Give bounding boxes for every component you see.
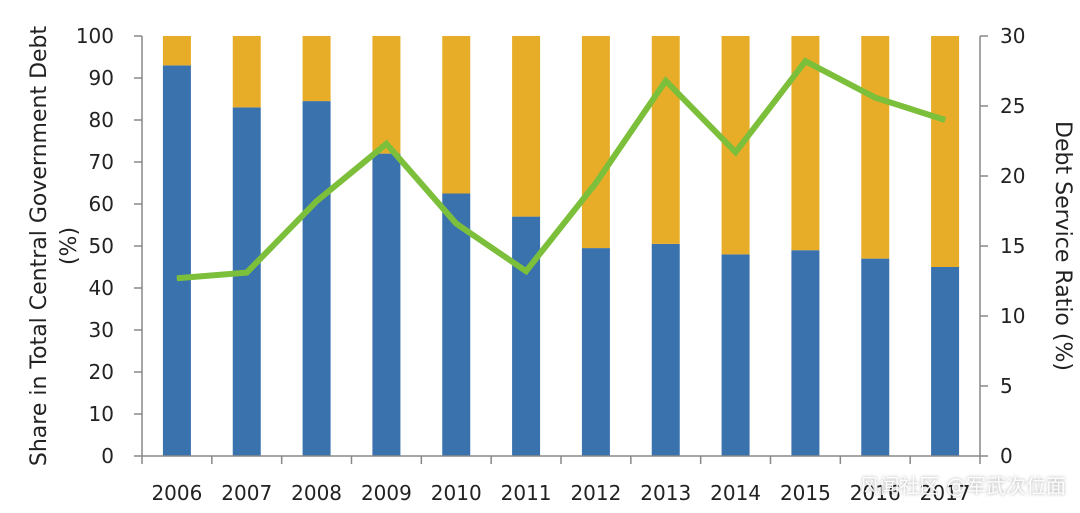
y-axis-title: Share in Total Central Government Debt (%… bbox=[27, 26, 82, 467]
y-tick-label: 40 bbox=[89, 276, 114, 300]
bar-2012-s1 bbox=[581, 36, 610, 249]
y2-tick-label: 20 bbox=[1000, 164, 1025, 188]
line-point-2008 bbox=[316, 200, 318, 202]
x-tick-label-2016: 2016 bbox=[850, 481, 901, 505]
line-point-2016 bbox=[874, 97, 876, 99]
bar-2013-s0 bbox=[651, 243, 680, 456]
x-tick-label-2013: 2013 bbox=[640, 481, 691, 505]
axes-group: 0 10 20 30 40 50 60 70 80 90 100 0 5 10 15 20 25 30 2006 20… bbox=[76, 24, 1026, 505]
x-tick-label-2012: 2012 bbox=[570, 481, 621, 505]
line-series-0 bbox=[176, 57, 946, 282]
x-tick-label-2008: 2008 bbox=[291, 481, 342, 505]
y2-tick-label: 30 bbox=[1000, 24, 1025, 48]
x-tick-label-2014: 2014 bbox=[710, 481, 761, 505]
y2-tick-label: 0 bbox=[1000, 444, 1013, 468]
y-tick-label: 90 bbox=[89, 66, 114, 90]
y2-tick-label: 25 bbox=[1000, 94, 1025, 118]
y-tick-label: 0 bbox=[101, 444, 114, 468]
y-tick-label: 100 bbox=[76, 24, 114, 48]
line-group bbox=[176, 57, 946, 282]
y-tick-label: 60 bbox=[89, 192, 114, 216]
bars-group bbox=[162, 36, 960, 457]
bar-2010-s1 bbox=[442, 36, 471, 194]
y-tick-label: 70 bbox=[89, 150, 114, 174]
bar-2016-s0 bbox=[861, 258, 890, 456]
bar-2017-s1 bbox=[931, 36, 960, 267]
y2-tick-label: 15 bbox=[1000, 234, 1025, 258]
bar-2012-s0 bbox=[581, 248, 610, 456]
bar-2009-s0 bbox=[372, 153, 401, 456]
bar-2010-s0 bbox=[442, 193, 471, 456]
bar-2007-s1 bbox=[232, 36, 261, 108]
line-point-2012 bbox=[595, 182, 597, 184]
y2-tick-label: 10 bbox=[1000, 304, 1025, 328]
line-point-2014 bbox=[735, 151, 737, 153]
bar-2011-s0 bbox=[512, 216, 541, 456]
x-tick-label-2009: 2009 bbox=[361, 481, 412, 505]
watermark: 风闻社区 @军武次位面 bbox=[859, 474, 1066, 498]
y-tick-label: 50 bbox=[89, 234, 114, 258]
line-point-2009 bbox=[385, 143, 387, 145]
bar-2008-s0 bbox=[302, 101, 331, 456]
line-point-2013 bbox=[665, 80, 667, 82]
x-tick-label-2006: 2006 bbox=[151, 481, 202, 505]
bar-2009-s1 bbox=[372, 36, 401, 154]
y2-axis-title: Debt Service Ratio (%) bbox=[1050, 121, 1075, 371]
bar-2013-s1 bbox=[651, 36, 680, 244]
line-point-2007 bbox=[246, 272, 248, 274]
line-point-2010 bbox=[455, 223, 457, 225]
y2-tick-label: 5 bbox=[1000, 374, 1013, 398]
bar-2014-s0 bbox=[721, 254, 750, 456]
x-tick-label-2011: 2011 bbox=[501, 481, 552, 505]
bar-2011-s1 bbox=[512, 36, 541, 217]
bar-2017-s0 bbox=[931, 267, 960, 456]
x-tick-label-2015: 2015 bbox=[780, 481, 831, 505]
y-tick-label: 20 bbox=[89, 360, 114, 384]
bar-2016-s1 bbox=[861, 36, 890, 259]
x-tick-label-2010: 2010 bbox=[431, 481, 482, 505]
bar-2007-s0 bbox=[232, 107, 261, 457]
bar-2006-s1 bbox=[162, 36, 191, 66]
line-point-2015 bbox=[804, 60, 806, 62]
x-tick-label-2007: 2007 bbox=[221, 481, 272, 505]
y-tick-label: 30 bbox=[89, 318, 114, 342]
line-point-2017 bbox=[944, 119, 946, 121]
y-tick-label: 10 bbox=[89, 402, 114, 426]
line-point-2006 bbox=[176, 277, 178, 279]
line-point-2011 bbox=[525, 270, 527, 272]
x-tick-label-2017: 2017 bbox=[920, 481, 971, 505]
bar-2006-s0 bbox=[162, 65, 191, 457]
bar-2015-s0 bbox=[791, 250, 820, 456]
bar-2008-s1 bbox=[302, 36, 331, 102]
y-tick-label: 80 bbox=[89, 108, 114, 132]
